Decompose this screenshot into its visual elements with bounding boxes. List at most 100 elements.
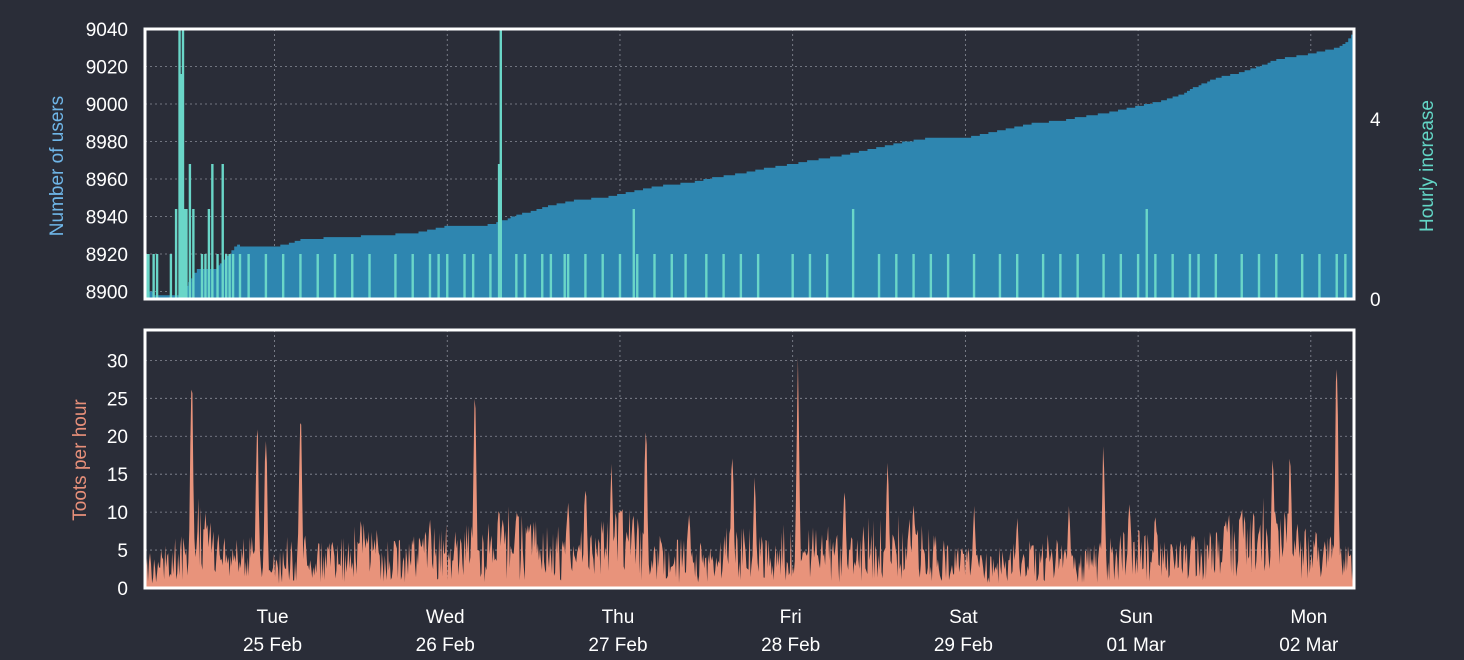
hourly-increase-bar: [411, 254, 414, 299]
hourly-increase-bar: [1154, 254, 1157, 299]
hourly-increase-bar: [463, 254, 466, 299]
hourly-increase-bar: [1214, 254, 1218, 299]
hourly-increase-bar: [185, 209, 188, 299]
hourly-increase-bar: [221, 164, 224, 299]
toots-tick-label: 30: [107, 351, 128, 372]
hourly-increase-bar: [1136, 254, 1140, 299]
hourly-increase-bar: [1240, 254, 1243, 299]
hourly-increase-bar: [1257, 254, 1261, 299]
hourly-increase-bar: [670, 254, 673, 299]
hourly-increase-bar: [145, 254, 148, 299]
hourly-increase-bar: [877, 254, 881, 299]
hourly-increase-bar: [998, 254, 1002, 299]
hourly-increase-bar: [972, 254, 976, 299]
toots-axis-label: Toots per hour: [70, 399, 91, 521]
x-tick-date: 28 Feb: [761, 635, 820, 656]
hourly-increase-bar: [946, 254, 950, 299]
hourly-increase-bar: [428, 254, 432, 299]
x-tick-day: Tue: [257, 607, 289, 628]
hourly-increase-bar: [1188, 254, 1192, 299]
hourly-increase-bar: [1171, 254, 1174, 299]
users-tick-label: 8980: [86, 133, 128, 154]
hourly-increase-bar: [489, 254, 492, 299]
x-tick-date: 26 Feb: [416, 635, 475, 656]
users-tick-label: 9040: [86, 20, 128, 41]
toots-tick-label: 10: [107, 503, 128, 524]
hourly-increase-bar: [541, 254, 544, 299]
hourly-increase-bar: [584, 254, 587, 299]
hourly-increase-bar: [333, 254, 337, 299]
users-area: [145, 30, 1354, 300]
hourly-increase-bar: [264, 254, 268, 299]
hourly-increase-bar: [1197, 254, 1200, 299]
hourly-increase-bar: [756, 254, 760, 299]
hourly-increase-bar: [228, 254, 231, 299]
hourly-increase-bar: [851, 209, 855, 299]
hourly-increase-bar: [722, 254, 725, 299]
hourly-increase-bar: [1102, 254, 1105, 299]
hourly-increase-bar: [316, 254, 319, 299]
hourly-increase-bar: [549, 254, 553, 299]
hourly-increase-bar: [1318, 254, 1321, 299]
x-tick-date: 25 Feb: [243, 635, 302, 656]
toots-tick-label: 5: [117, 541, 128, 562]
hourly-increase-axis-label: Hourly increase: [1417, 100, 1438, 232]
hourly-increase-bar: [705, 254, 708, 299]
hourly-increase-bar: [178, 29, 181, 299]
hourly-increase-bar: [1335, 254, 1338, 299]
toots-panel: 0 5 10 15 20 25 30: [107, 328, 1356, 600]
hourly-increase-bar: [523, 254, 527, 299]
hourly-increase-bar: [437, 254, 440, 299]
hourly-increase-bar: [566, 254, 570, 299]
x-tick-date: 02 Mar: [1279, 635, 1339, 656]
hourly-tick-label: 4: [1370, 110, 1381, 131]
hourly-increase-bar: [231, 254, 235, 299]
hourly-increase-bar: [632, 209, 635, 299]
hourly-tick-label: 0: [1370, 290, 1381, 311]
x-tick-date: 01 Mar: [1107, 635, 1167, 656]
hourly-increase-bar: [188, 164, 192, 299]
hourly-increase-bar: [636, 254, 639, 299]
hourly-increase-bar: [497, 164, 501, 299]
x-tick-date: 29 Feb: [934, 635, 993, 656]
hourly-increase-bar: [563, 254, 566, 299]
users-tick-label: 8940: [86, 208, 128, 229]
hourly-increase-bar: [912, 254, 915, 299]
hourly-increase-bar: [808, 254, 812, 299]
hourly-increase-bar: [515, 254, 518, 299]
hourly-increase-bar: [368, 254, 371, 299]
toots-tick-label: 15: [107, 465, 128, 486]
hourly-increase-bar: [1041, 254, 1045, 299]
users-panel-frame: [143, 27, 1356, 301]
hourly-increase-bar: [929, 254, 933, 299]
hourly-increase-bar: [238, 254, 242, 299]
hourly-increase-bar: [1059, 254, 1062, 299]
hourly-increase-bar: [739, 254, 743, 299]
hourly-increase-bar: [1016, 254, 1019, 299]
x-axis-labels: Tue 25 Feb Wed 26 Feb Thu 27 Feb Fri 28 Feb Sat 2…: [243, 607, 1339, 656]
hourly-increase-bar: [169, 254, 173, 299]
hourly-increase-bar: [211, 164, 214, 299]
hourly-increase-bar: [183, 209, 186, 299]
hourly-increase-bar: [471, 254, 475, 299]
hourly-increase-bar: [181, 29, 185, 299]
users-tick-label: 8900: [86, 283, 128, 304]
hourly-increase-bar: [192, 209, 195, 299]
users-axis-label: Number of users: [47, 96, 68, 236]
x-tick-day: Mon: [1290, 607, 1327, 628]
toots-area: [145, 357, 1354, 588]
users-panel: 8900 8920 8940 8960 8980 9000 9020 9040 0 4: [86, 20, 1381, 311]
hourly-increase-bar: [394, 254, 397, 299]
hourly-increase-bar: [618, 254, 622, 299]
hourly-increase-bar: [684, 254, 687, 299]
x-tick-day: Sun: [1119, 607, 1153, 628]
toots-tick-label: 20: [107, 427, 128, 448]
hourly-increase-bar: [224, 254, 228, 299]
users-tick-label: 8920: [86, 245, 128, 266]
toots-panel-frame: [143, 328, 1356, 590]
x-tick-date: 27 Feb: [588, 635, 647, 656]
hourly-increase-bar: [1344, 254, 1347, 299]
toots-tick-label: 25: [107, 389, 128, 410]
hourly-increase-bar: [1119, 254, 1123, 299]
